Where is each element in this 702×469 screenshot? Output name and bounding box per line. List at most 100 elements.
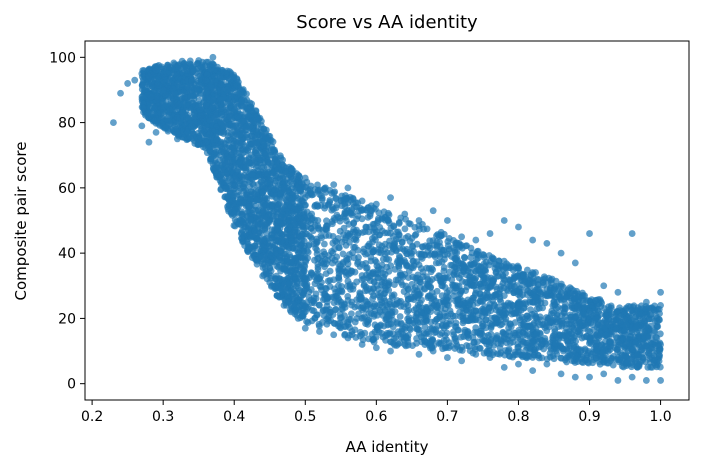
scatter-point <box>262 169 270 177</box>
scatter-point <box>592 296 600 304</box>
scatter-point <box>419 273 427 281</box>
scatter-point <box>185 101 193 109</box>
scatter-point <box>603 359 611 367</box>
scatter-point <box>421 251 428 259</box>
scatter-point <box>592 314 600 322</box>
scatter-point <box>381 289 389 297</box>
points-layer <box>110 53 664 384</box>
scatter-point <box>573 322 581 329</box>
scatter-point <box>409 257 417 265</box>
scatter-point <box>554 310 561 318</box>
scatter-point <box>551 301 559 308</box>
scatter-point <box>238 176 246 184</box>
scatter-point <box>496 307 504 314</box>
scatter-point <box>555 292 563 300</box>
scatter-point <box>362 223 370 231</box>
scatter-point <box>237 136 245 144</box>
scatter-point <box>382 301 390 309</box>
scatter-point <box>243 90 250 98</box>
scatter-point <box>306 189 314 197</box>
scatter-point <box>224 129 232 137</box>
scatter-point <box>369 336 377 344</box>
scatter-point <box>188 129 196 136</box>
scatter-point <box>307 182 315 190</box>
scatter-point <box>479 322 487 330</box>
scatter-point <box>315 320 323 328</box>
scatter-point <box>373 228 380 236</box>
scatter-point <box>523 312 531 320</box>
scatter-point <box>534 318 542 326</box>
scatter-point <box>261 158 269 166</box>
scatter-point <box>474 247 482 255</box>
scatter-point <box>552 340 560 348</box>
scatter-point <box>291 226 299 234</box>
scatter-point <box>396 313 404 320</box>
scatter-point <box>352 334 360 341</box>
scatter-point <box>356 296 363 303</box>
scatter-point <box>351 318 359 326</box>
scatter-point <box>372 258 380 266</box>
scatter-point <box>331 245 339 253</box>
scatter-point <box>245 201 253 209</box>
scatter-point <box>602 332 610 340</box>
scatter-point <box>302 201 309 209</box>
scatter-point <box>541 324 549 331</box>
scatter-point <box>482 316 490 323</box>
scatter-point <box>538 354 546 362</box>
scatter-point <box>508 307 516 315</box>
scatter-point <box>323 222 330 230</box>
scatter-point <box>455 259 462 267</box>
scatter-point <box>519 351 527 359</box>
scatter-point <box>572 337 580 345</box>
scatter-point <box>251 155 259 163</box>
scatter-point <box>381 240 389 248</box>
scatter-point <box>390 291 398 299</box>
scatter-point <box>273 231 281 239</box>
scatter-point <box>459 304 467 312</box>
scatter-point <box>428 264 435 272</box>
scatter-point <box>581 345 589 353</box>
scatter-point <box>474 329 482 337</box>
scatter-point <box>308 269 316 277</box>
scatter-point <box>277 214 285 221</box>
scatter-point <box>274 174 281 182</box>
scatter-point <box>433 274 441 282</box>
scatter-point <box>485 261 493 269</box>
scatter-point <box>363 286 371 294</box>
scatter-point <box>204 88 211 96</box>
scatter-point <box>497 340 505 348</box>
scatter-point <box>303 208 311 216</box>
scatter-point <box>315 301 323 309</box>
scatter-point <box>237 111 245 119</box>
scatter-point <box>223 69 230 77</box>
scatter-point <box>446 307 454 315</box>
scatter-point <box>509 353 517 361</box>
scatter-point <box>561 313 569 321</box>
scatter-point <box>274 165 282 173</box>
scatter-point <box>563 329 571 336</box>
scatter-point <box>320 248 327 256</box>
scatter-point <box>230 122 238 130</box>
scatter-point <box>612 326 620 333</box>
scatter-point <box>607 337 614 345</box>
scatter-point <box>432 326 440 333</box>
scatter-point <box>431 253 439 261</box>
scatter-point <box>421 337 428 345</box>
scatter-point <box>462 278 470 286</box>
scatter-point <box>250 140 258 148</box>
scatter-point <box>358 215 366 223</box>
scatter-point <box>521 299 529 307</box>
scatter-point <box>387 224 395 232</box>
scatter-point <box>520 271 528 279</box>
scatter-point <box>334 320 342 328</box>
scatter-point <box>467 269 475 276</box>
scatter-point <box>262 245 270 253</box>
scatter-point <box>341 303 349 311</box>
scatter-point <box>232 172 239 180</box>
scatter-point <box>265 259 272 267</box>
scatter-point <box>426 237 434 245</box>
scatter-point <box>252 187 260 194</box>
scatter-point <box>292 276 300 283</box>
scatter-point <box>381 250 389 258</box>
scatter-point <box>339 250 347 258</box>
